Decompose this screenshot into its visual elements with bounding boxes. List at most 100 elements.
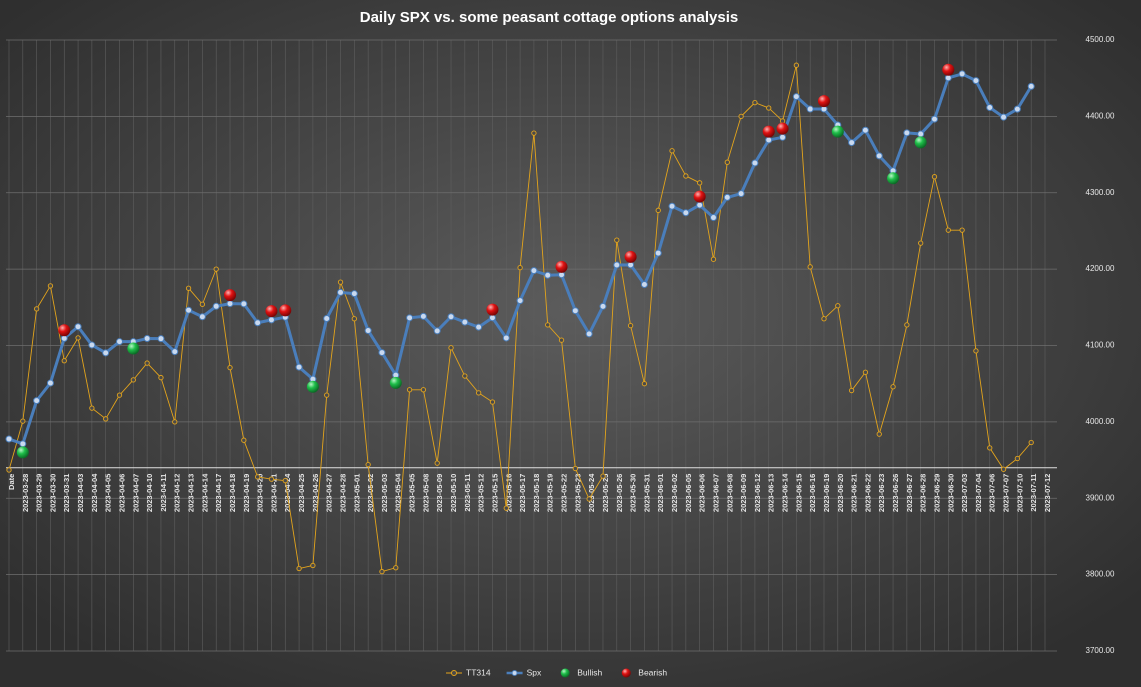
point-marker (157, 335, 165, 343)
x-tick-label: 2023-05-17 (518, 474, 527, 512)
point-marker (903, 129, 911, 137)
y-tick-label: 3700.00 (1086, 646, 1115, 655)
point-marker (668, 202, 676, 210)
point-marker (102, 349, 110, 357)
x-tick-label: 2023-04-04 (90, 473, 99, 512)
point-marker (724, 159, 730, 165)
point-marker (613, 261, 621, 269)
y-tick-label: 3800.00 (1086, 570, 1115, 579)
point-marker (295, 363, 303, 371)
x-tick-label: 2023-06-14 (781, 473, 790, 512)
point-marker (654, 249, 662, 257)
x-tick-label: 2023-05-11 (463, 474, 472, 512)
point-marker (254, 319, 262, 327)
x-tick-label: 2023-03-31 (62, 474, 71, 512)
point-marker (282, 478, 288, 484)
x-tick-label: 2023-04-27 (325, 474, 334, 512)
point-marker (393, 565, 399, 571)
point-marker (323, 315, 331, 323)
point-marker (779, 118, 786, 124)
point-marker (185, 285, 192, 291)
point-marker (103, 416, 109, 422)
x-tick-label: 2023-05-24 (587, 473, 596, 512)
point-marker (875, 152, 883, 160)
point-marker (74, 323, 82, 331)
point-marker (696, 201, 704, 209)
x-tick-label: 2023-04-26 (311, 474, 320, 512)
x-tick-label: 2023-05-02 (366, 474, 375, 512)
y-tick-label: 4200.00 (1086, 264, 1115, 273)
point-marker (448, 345, 454, 351)
x-tick-label: 2023-07-11 (1029, 474, 1038, 512)
point-marker (614, 237, 620, 243)
point-marker (917, 130, 925, 138)
point-marker (835, 303, 841, 309)
point-marker (268, 476, 275, 482)
point-marker (19, 440, 27, 448)
legend-swatch (621, 668, 631, 678)
x-tick-label: 2023-07-07 (1002, 474, 1011, 512)
point-marker (807, 264, 813, 270)
point-marker (379, 568, 385, 575)
point-marker (502, 334, 510, 342)
point-marker (723, 193, 731, 201)
point-marker (213, 266, 219, 272)
x-tick-label: 2023-06-06 (698, 474, 707, 512)
x-tick-label: 2023-04-10 (145, 474, 154, 512)
x-tick-label: 2023-07-10 (1015, 474, 1024, 512)
point-marker (5, 435, 13, 443)
point-marker (227, 364, 233, 371)
x-tick-label: 2023-06-23 (877, 474, 886, 512)
point-marker (486, 303, 499, 316)
point-marker (530, 267, 538, 275)
x-tick-label: 2023-05-05 (408, 474, 417, 512)
x-tick-label: 2023-04-20 (256, 474, 265, 512)
x-tick-label: 2023-04-21 (269, 474, 278, 512)
point-marker (130, 377, 136, 383)
point-marker (737, 190, 745, 198)
x-tick-label: 2023-04-05 (104, 474, 113, 512)
point-marker (624, 250, 637, 263)
point-marker (267, 316, 275, 324)
point-marker (296, 565, 302, 572)
x-tick-label: 2023-07-06 (988, 474, 997, 512)
x-tick-label: 2023-03-28 (21, 474, 30, 512)
point-marker (586, 496, 592, 502)
point-marker (751, 159, 759, 167)
y-tick-label: 3900.00 (1086, 493, 1115, 502)
x-tick-label: 2023-06-21 (850, 474, 859, 512)
x-tick-label: 2023-06-08 (725, 474, 734, 512)
x-tick-label: 2023-05-15 (490, 474, 499, 512)
point-marker (33, 306, 40, 312)
legend-swatch (560, 668, 570, 678)
point-marker (862, 369, 869, 375)
point-marker (545, 322, 551, 328)
x-tick-label: 2023-05-18 (532, 474, 541, 512)
point-marker (931, 174, 938, 180)
point-marker (226, 300, 234, 308)
point-marker (240, 300, 248, 308)
x-tick-label: 2023-06-19 (822, 474, 831, 512)
point-marker (914, 136, 927, 149)
x-tick-label: 2023-05-26 (615, 474, 624, 512)
point-marker (944, 74, 952, 82)
point-marker (683, 173, 689, 179)
point-marker (420, 387, 427, 393)
x-tick-label: 2023-06-29 (932, 474, 941, 512)
point-marker (1000, 466, 1007, 472)
x-tick-label: 2023-06-20 (836, 474, 845, 512)
point-marker (848, 139, 856, 147)
x-tick-label: 2023-03-29 (35, 474, 44, 512)
point-marker (942, 63, 955, 76)
x-tick-label: 2023-07-03 (960, 474, 969, 512)
point-marker (776, 122, 789, 135)
point-marker (33, 397, 41, 405)
x-tick-label: 2023-05-31 (642, 474, 651, 512)
x-tick-label: 2023-06-30 (946, 474, 955, 512)
point-marker (1000, 113, 1008, 121)
x-tick-label: 2023-06-28 (919, 474, 928, 512)
y-tick-label: 4400.00 (1086, 111, 1115, 120)
point-marker (986, 104, 994, 112)
x-tick-label: 2023-06-01 (656, 474, 665, 512)
x-tick-label: 2023-04-03 (76, 474, 85, 512)
